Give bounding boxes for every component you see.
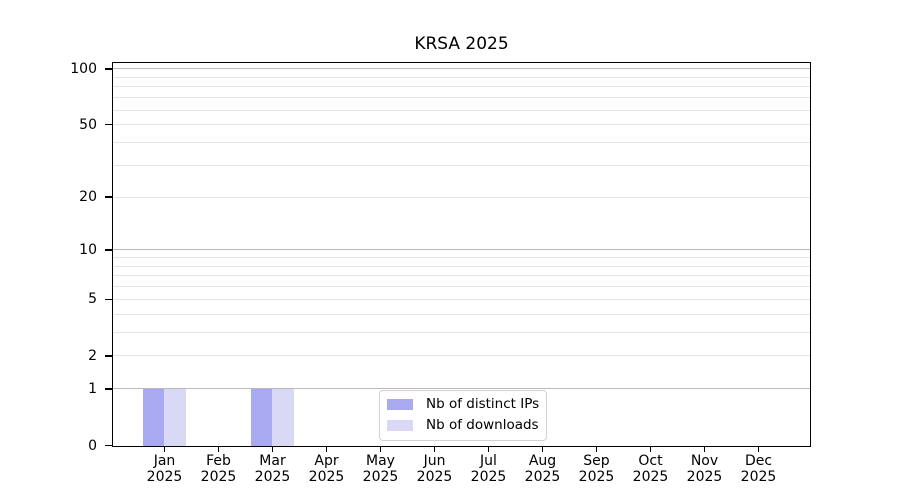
x-tick-label-mar-2025: Mar 2025 (254, 453, 291, 485)
bar-nb-of-downloads-jan-2025 (164, 389, 186, 446)
x-tick-label-apr-2025: Apr 2025 (308, 453, 345, 485)
x-tick-label-nov-2025: Nov 2025 (686, 453, 723, 485)
gridline-minor-3 (113, 331, 810, 333)
y-tick-5 (105, 298, 112, 301)
x-tick-6 (433, 447, 436, 452)
legend-label-distinct-ips: Nb of distinct IPs (426, 396, 540, 412)
x-tick-4 (325, 447, 328, 452)
y-tick-2 (105, 355, 112, 357)
gridline-minor-60 (113, 109, 810, 111)
x-tick-label-sep-2025: Sep 2025 (578, 453, 615, 485)
y-tick-100 (105, 68, 112, 70)
gridline-minor-6 (113, 286, 810, 288)
y-tick-1 (105, 388, 112, 390)
gridline-minor-7 (113, 275, 810, 277)
gridline-minor-90 (113, 76, 810, 78)
bar-nb-of-distinct-ips-jan-2025 (142, 389, 164, 446)
x-tick-1 (163, 447, 166, 452)
y-tick-label-1: 1 (88, 380, 97, 397)
x-tick-9 (595, 447, 598, 452)
x-tick-2 (217, 447, 220, 452)
y-tick-label-2: 2 (88, 347, 97, 364)
y-tick-label-10: 10 (79, 241, 97, 258)
y-tick-0 (105, 444, 112, 447)
legend-entry-downloads: Nb of downloads (387, 417, 539, 434)
y-tick-label-20: 20 (79, 189, 97, 206)
x-tick-label-jun-2025: Jun 2025 (416, 453, 453, 485)
gridline-minor-40 (113, 142, 810, 144)
plot-area: Nb of distinct IPs Nb of downloads (112, 62, 811, 447)
x-tick-10 (649, 447, 652, 452)
gridline-minor-2 (113, 355, 810, 357)
x-tick-12 (757, 447, 760, 452)
gridline-major-1 (113, 388, 810, 390)
y-tick-20 (105, 196, 112, 198)
gridline-minor-70 (113, 97, 810, 99)
legend-entry-distinct-ips: Nb of distinct IPs (387, 396, 540, 413)
x-tick-label-jul-2025: Jul 2025 (470, 453, 507, 485)
x-tick-8 (541, 447, 544, 452)
chart-title: KRSA 2025 (414, 34, 509, 54)
gridline-minor-8 (113, 265, 810, 267)
gridline-minor-30 (113, 164, 810, 166)
bar-nb-of-distinct-ips-mar-2025 (250, 389, 272, 446)
x-tick-label-may-2025: May 2025 (362, 453, 399, 485)
gridline-minor-9 (113, 257, 810, 259)
gridline-minor-5 (113, 298, 810, 300)
y-tick-10 (105, 249, 112, 251)
legend-swatch-downloads (387, 420, 413, 431)
gridline-major-10 (113, 249, 810, 251)
gridline-minor-50 (113, 124, 810, 126)
legend: Nb of distinct IPs Nb of downloads (379, 390, 547, 441)
y-tick-label-50: 50 (79, 116, 97, 133)
x-tick-5 (379, 447, 382, 452)
legend-label-downloads: Nb of downloads (426, 417, 539, 433)
gridline-minor-4 (113, 313, 810, 315)
gridline-minor-20 (113, 196, 810, 198)
bar-nb-of-downloads-mar-2025 (272, 389, 294, 446)
x-tick-3 (271, 447, 274, 452)
x-tick-11 (703, 447, 706, 452)
gridline-minor-80 (113, 86, 810, 88)
x-tick-7 (487, 447, 490, 452)
legend-swatch-distinct-ips (387, 399, 413, 410)
y-tick-label-5: 5 (88, 291, 97, 308)
y-tick-label-0: 0 (88, 437, 97, 454)
x-tick-label-aug-2025: Aug 2025 (524, 453, 561, 485)
x-tick-label-jan-2025: Jan 2025 (146, 453, 183, 485)
x-tick-label-dec-2025: Dec 2025 (740, 453, 777, 485)
y-tick-50 (105, 123, 112, 126)
gridline-major-100 (113, 68, 810, 70)
y-tick-label-100: 100 (70, 60, 97, 77)
x-tick-label-oct-2025: Oct 2025 (632, 453, 669, 485)
x-tick-label-feb-2025: Feb 2025 (200, 453, 237, 485)
